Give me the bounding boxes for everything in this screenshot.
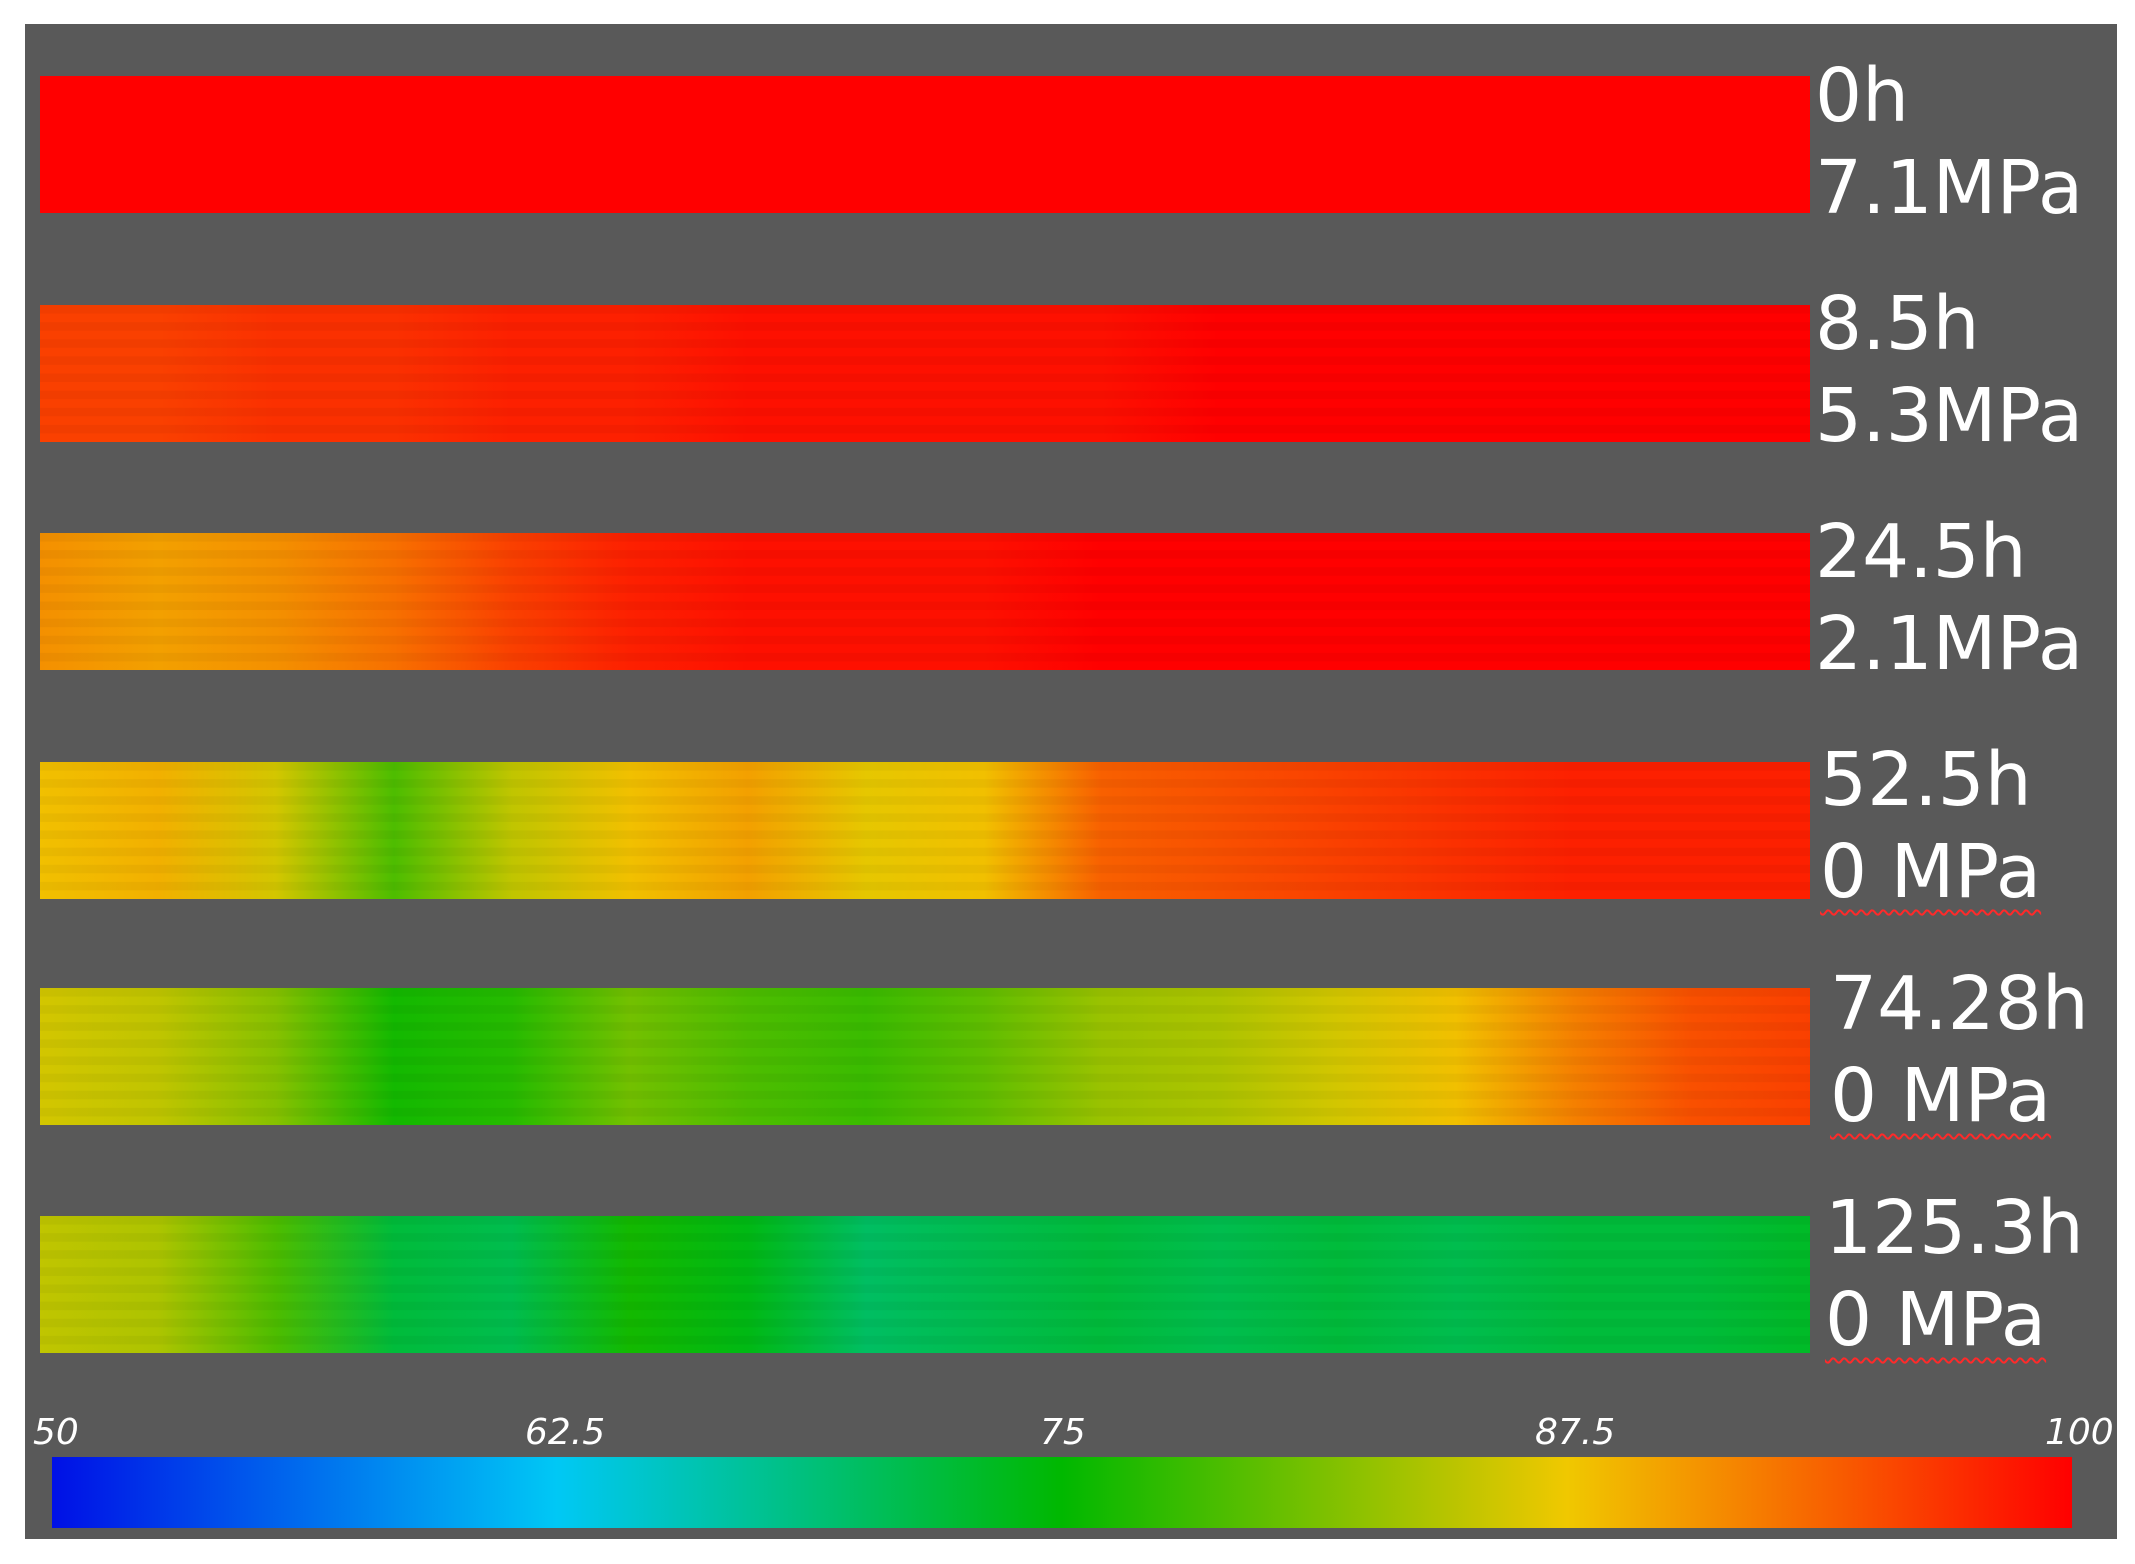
strip-label-pressure-5: 0 MPa xyxy=(1825,1277,2047,1363)
heatmap-strip-2 xyxy=(40,533,1810,670)
colorbar-tick-62-5: 62.5 xyxy=(525,1412,606,1453)
strip-label-time-5: 125.3h xyxy=(1825,1185,2084,1271)
strip-texture-band xyxy=(40,1108,1810,1117)
strip-label-pressure-3: 0 MPa xyxy=(1820,829,2042,915)
strip-texture-band xyxy=(40,339,1810,348)
strip-texture-band xyxy=(40,1319,1810,1328)
strip-texture-band xyxy=(40,831,1810,840)
strip-label-time-0: 0h xyxy=(1815,53,1909,139)
strip-texture-band xyxy=(40,584,1810,593)
strip-texture-band xyxy=(40,305,1810,314)
strip-label-pressure-2: 2.1MPa xyxy=(1815,601,2084,687)
heatmap-strip-3 xyxy=(40,762,1810,899)
strip-texture-band xyxy=(40,988,1810,997)
strip-texture-band xyxy=(40,408,1810,417)
strip-texture-band xyxy=(40,1285,1810,1294)
strip-texture-band xyxy=(40,762,1810,771)
strip-texture-band xyxy=(40,1216,1810,1225)
strip-texture-band xyxy=(40,1039,1810,1048)
strip-texture-band xyxy=(40,374,1810,383)
strip-texture-band xyxy=(40,865,1810,874)
strip-texture-band xyxy=(40,1336,1810,1345)
strip-texture-band xyxy=(40,322,1810,331)
strip-texture-band xyxy=(40,1005,1810,1014)
strip-texture-band xyxy=(40,848,1810,857)
strip-texture-band xyxy=(40,550,1810,559)
colorbar-gradient xyxy=(52,1457,2072,1528)
strip-label-time-3: 52.5h xyxy=(1820,737,2032,823)
strip-label-pressure-1: 5.3MPa xyxy=(1815,373,2084,459)
strip-texture-band xyxy=(40,1250,1810,1259)
strip-label-time-1: 8.5h xyxy=(1815,281,1980,367)
strip-texture-band xyxy=(40,1022,1810,1031)
colorbar-tick-100: 100 xyxy=(2045,1412,2114,1453)
strip-texture-band xyxy=(40,779,1810,788)
colorbar-tick-50: 50 xyxy=(33,1412,79,1453)
strip-texture-band xyxy=(40,1091,1810,1100)
strip-texture-band xyxy=(40,813,1810,822)
strip-texture-band xyxy=(40,882,1810,891)
strip-texture-band xyxy=(40,1233,1810,1242)
strip-texture-band xyxy=(40,1267,1810,1276)
heatmap-strip-5 xyxy=(40,1216,1810,1353)
strip-texture-band xyxy=(40,533,1810,542)
strip-texture-band xyxy=(40,356,1810,365)
strip-texture-band xyxy=(40,602,1810,611)
strip-texture-band xyxy=(40,619,1810,628)
strips-plot xyxy=(40,76,1810,1353)
strip-label-pressure-0: 7.1MPa xyxy=(1815,145,2084,231)
colorbar-tick-75: 75 xyxy=(1040,1412,1086,1453)
strip-texture-band xyxy=(40,653,1810,662)
strip-texture-band xyxy=(40,567,1810,576)
heatmap-strip-4 xyxy=(40,988,1810,1125)
colorbar-tick-87-5: 87.5 xyxy=(1535,1412,1616,1453)
heatmap-strip-0 xyxy=(40,76,1810,213)
strip-texture-band xyxy=(40,1074,1810,1083)
strip-texture-band xyxy=(40,391,1810,400)
strip-label-time-2: 24.5h xyxy=(1815,509,2027,595)
strip-texture-band xyxy=(40,425,1810,434)
strip-texture-band xyxy=(40,636,1810,645)
strip-texture-band xyxy=(40,1302,1810,1311)
colorbar xyxy=(52,1457,2072,1528)
strip-label-time-4: 74.28h xyxy=(1830,961,2089,1047)
strip-label-pressure-4: 0 MPa xyxy=(1830,1053,2052,1139)
strip-texture-band xyxy=(40,796,1810,805)
heatmap-figure: 0h 7.1MPa 8.5h 5.3MPa 24.5h 2.1MPa 52.5h… xyxy=(25,24,2117,1539)
strip-texture-band xyxy=(40,1057,1810,1066)
heatmap-strip-1 xyxy=(40,305,1810,442)
